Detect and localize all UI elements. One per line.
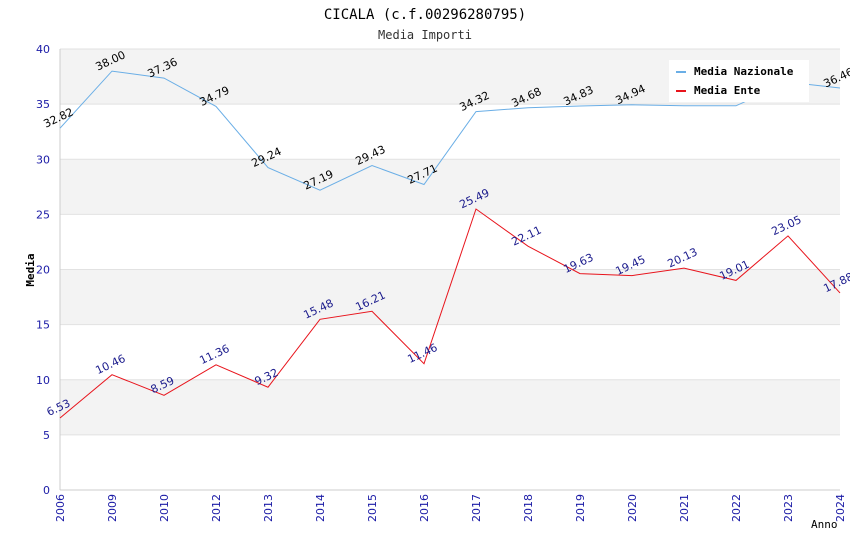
y-axis-label: Media <box>24 253 37 286</box>
grid-band <box>60 269 840 325</box>
x-tick-labels: 2006 2009 2010 2012 2013 2014 2015 2016 2017 2018… <box>54 494 847 522</box>
grid-band <box>60 324 840 380</box>
x-tick-label: 2010 <box>158 494 171 522</box>
x-tick-label: 2013 <box>262 494 275 522</box>
series-lines <box>59 70 841 419</box>
x-tick-label: 2018 <box>522 494 535 522</box>
x-tick-label: 2022 <box>730 494 743 522</box>
y-tick-labels: 0 5 10 15 20 25 30 35 40 <box>36 43 50 497</box>
axes <box>59 49 840 491</box>
y-tick-label: 40 <box>36 43 50 56</box>
x-tick-label: 2020 <box>626 494 639 522</box>
legend-box <box>669 60 809 102</box>
legend: Media Nazionale Media Ente <box>669 60 809 102</box>
legend-label: Media Ente <box>694 84 761 97</box>
x-tick-label: 2014 <box>314 494 327 522</box>
y-tick-label: 20 <box>36 264 50 277</box>
y-tick-label: 30 <box>36 153 50 166</box>
x-tick-label: 2012 <box>210 494 223 522</box>
x-tick-label: 2024 <box>834 494 847 522</box>
grid-band <box>60 214 840 270</box>
chart-title: CICALA (c.f.00296280795) <box>324 7 526 23</box>
x-tick-label: 2006 <box>54 494 67 522</box>
grid-bands <box>60 48 840 491</box>
y-tick-label: 15 <box>36 319 50 332</box>
series-line-media-nazionale <box>59 70 841 191</box>
x-tick-label: 2009 <box>106 494 119 522</box>
series-line-media-ente <box>59 208 841 419</box>
x-tick-label: 2019 <box>574 494 587 522</box>
grid-band <box>60 379 840 435</box>
x-tick-label: 2023 <box>782 494 795 522</box>
x-tick-label: 2016 <box>418 494 431 522</box>
grid-band <box>60 104 840 160</box>
y-tick-label: 35 <box>36 98 50 111</box>
y-tick-label: 0 <box>43 484 50 497</box>
y-tick-label: 5 <box>43 429 50 442</box>
x-axis-label: Anno <box>811 518 838 531</box>
grid-band <box>60 434 840 490</box>
chart-subtitle: Media Importi <box>378 28 472 42</box>
x-tick-label: 2017 <box>470 494 483 522</box>
x-tick-label: 2015 <box>366 494 379 522</box>
y-tick-label: 25 <box>36 208 50 221</box>
x-tick-label: 2021 <box>678 494 691 522</box>
grid-band <box>60 159 840 215</box>
legend-label: Media Nazionale <box>694 65 794 78</box>
y-tick-label: 10 <box>36 374 50 387</box>
